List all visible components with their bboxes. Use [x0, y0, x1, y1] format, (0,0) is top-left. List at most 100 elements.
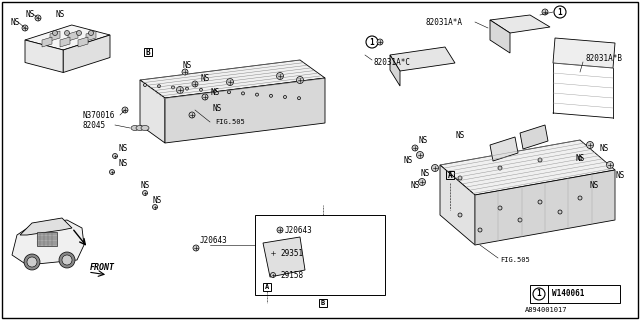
- Circle shape: [558, 210, 562, 214]
- Text: NS: NS: [210, 87, 220, 97]
- Circle shape: [431, 164, 438, 172]
- Bar: [319, 299, 327, 307]
- Circle shape: [157, 85, 161, 88]
- Circle shape: [77, 30, 81, 36]
- Text: NS: NS: [25, 10, 35, 19]
- Polygon shape: [440, 140, 615, 195]
- Circle shape: [186, 87, 189, 90]
- Circle shape: [478, 228, 482, 232]
- Circle shape: [35, 15, 41, 21]
- Polygon shape: [475, 170, 615, 245]
- Text: 82031A*B: 82031A*B: [585, 53, 622, 62]
- Text: NS: NS: [420, 169, 429, 178]
- Polygon shape: [140, 60, 325, 98]
- Text: NS: NS: [418, 135, 428, 145]
- Text: NS: NS: [600, 143, 609, 153]
- Text: NS: NS: [140, 180, 149, 189]
- Circle shape: [227, 91, 230, 94]
- Text: 29158: 29158: [280, 270, 303, 279]
- Circle shape: [113, 154, 118, 158]
- Polygon shape: [520, 125, 548, 149]
- Circle shape: [271, 273, 275, 277]
- Text: J20643: J20643: [285, 226, 313, 235]
- Circle shape: [586, 141, 593, 148]
- Bar: [37, 232, 57, 246]
- Circle shape: [270, 250, 276, 256]
- Circle shape: [538, 200, 542, 204]
- Circle shape: [177, 86, 184, 93]
- Circle shape: [377, 39, 383, 45]
- Text: A894001017: A894001017: [525, 307, 568, 313]
- Circle shape: [533, 288, 545, 300]
- Bar: [263, 283, 271, 291]
- Text: J20643: J20643: [200, 236, 228, 244]
- Polygon shape: [490, 15, 550, 33]
- Circle shape: [152, 204, 157, 210]
- Circle shape: [122, 107, 128, 113]
- Circle shape: [143, 84, 147, 86]
- Polygon shape: [165, 78, 325, 143]
- Circle shape: [417, 151, 424, 158]
- Circle shape: [24, 254, 40, 270]
- Polygon shape: [50, 31, 60, 41]
- Circle shape: [366, 36, 378, 48]
- Text: 1: 1: [557, 7, 563, 17]
- Circle shape: [419, 179, 426, 186]
- Circle shape: [65, 30, 70, 36]
- Circle shape: [276, 73, 284, 79]
- Circle shape: [458, 176, 462, 180]
- Text: FIG.505: FIG.505: [215, 119, 244, 125]
- Circle shape: [62, 255, 72, 265]
- Polygon shape: [553, 38, 615, 68]
- Text: NS: NS: [182, 60, 191, 69]
- Circle shape: [458, 213, 462, 217]
- Polygon shape: [63, 35, 110, 73]
- Circle shape: [22, 25, 28, 31]
- Circle shape: [298, 97, 301, 100]
- Polygon shape: [60, 37, 70, 47]
- Text: NS: NS: [403, 156, 412, 164]
- Polygon shape: [263, 237, 305, 277]
- Circle shape: [554, 6, 566, 18]
- Polygon shape: [440, 165, 475, 245]
- Circle shape: [498, 166, 502, 170]
- Polygon shape: [78, 37, 88, 47]
- Circle shape: [538, 158, 542, 162]
- Ellipse shape: [136, 125, 144, 131]
- Text: FRONT: FRONT: [90, 263, 115, 273]
- Text: NS: NS: [590, 180, 599, 189]
- Polygon shape: [86, 31, 96, 41]
- Text: NS: NS: [455, 131, 464, 140]
- Circle shape: [214, 90, 216, 92]
- Polygon shape: [20, 218, 72, 235]
- Circle shape: [227, 78, 234, 85]
- Text: B: B: [146, 47, 150, 57]
- Circle shape: [607, 162, 614, 169]
- Text: A: A: [265, 284, 269, 290]
- Ellipse shape: [141, 125, 149, 131]
- Text: NS: NS: [118, 158, 127, 167]
- Bar: [144, 48, 152, 56]
- Circle shape: [498, 206, 502, 210]
- Polygon shape: [490, 20, 510, 53]
- Polygon shape: [390, 55, 400, 86]
- Polygon shape: [68, 31, 78, 41]
- Text: NS: NS: [200, 74, 209, 83]
- Circle shape: [143, 190, 147, 196]
- Circle shape: [284, 95, 287, 99]
- Text: 82031A*A: 82031A*A: [425, 18, 462, 27]
- Text: 82045: 82045: [82, 121, 105, 130]
- Text: NS: NS: [10, 18, 19, 27]
- Ellipse shape: [131, 125, 139, 131]
- Text: NS: NS: [615, 171, 624, 180]
- Polygon shape: [25, 25, 110, 50]
- Bar: [446, 171, 454, 179]
- Text: B: B: [321, 300, 325, 306]
- Bar: [530, 285, 620, 303]
- Text: FIG.505: FIG.505: [500, 257, 530, 263]
- Text: 1: 1: [370, 37, 374, 46]
- Text: NS: NS: [212, 103, 221, 113]
- Circle shape: [200, 88, 202, 91]
- Circle shape: [189, 112, 195, 118]
- Text: NS: NS: [118, 143, 127, 153]
